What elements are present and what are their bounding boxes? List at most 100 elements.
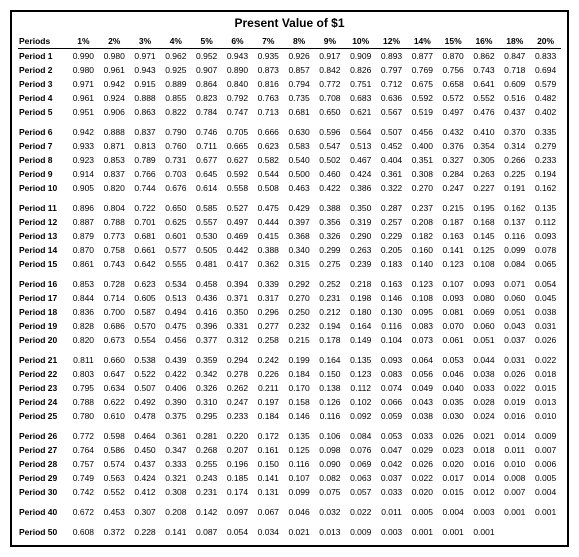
table-row: Period 220.8030.6470.5220.4220.3420.2780…	[18, 367, 561, 381]
cell-value: 0.033	[407, 429, 438, 443]
cell-value: 0.570	[130, 319, 161, 333]
cell-value: 0.093	[469, 277, 500, 291]
cell-value: 0.141	[253, 471, 284, 485]
cell-value: 0.145	[469, 229, 500, 243]
table-row: Period 200.8200.6730.5540.4560.3770.3120…	[18, 333, 561, 347]
cell-value: 0.287	[376, 201, 407, 215]
cell-value: 0.046	[284, 505, 315, 519]
cell-value: 0.262	[222, 381, 253, 395]
cell-value: 0.557	[191, 215, 222, 229]
cell-value: 0.417	[222, 257, 253, 271]
cell-value: 0.108	[407, 291, 438, 305]
cell-value: 0.277	[253, 319, 284, 333]
cell-value: 0.295	[191, 409, 222, 423]
cell-value: 0.837	[99, 167, 130, 181]
cell-value: 0.840	[222, 77, 253, 91]
cell-value: 0.361	[376, 167, 407, 181]
table-row: Period 20.9800.9610.9430.9250.9070.8900.…	[18, 63, 561, 77]
cell-value: 0.784	[191, 105, 222, 119]
cell-value: 0.138	[315, 381, 346, 395]
cell-value: 0.033	[469, 381, 500, 395]
cell-value: 0.172	[253, 429, 284, 443]
cell-value: 0.290	[345, 229, 376, 243]
cell-value: 0.522	[130, 367, 161, 381]
cell-value: 0.250	[284, 305, 315, 319]
cell-value: 0.478	[130, 409, 161, 423]
cell-value: 0.270	[407, 181, 438, 195]
cell-value: 0.951	[68, 105, 99, 119]
cell-value: 0.513	[160, 291, 191, 305]
row-label: Period 15	[18, 257, 68, 271]
cell-value: 0.069	[469, 305, 500, 319]
table-row: Period 50.9510.9060.8630.8220.7840.7470.…	[18, 105, 561, 119]
cell-value: 0.107	[284, 471, 315, 485]
cell-value: 0.014	[469, 471, 500, 485]
cell-value: 0.905	[68, 181, 99, 195]
cell-value: 0.583	[284, 139, 315, 153]
cell-value: 0.003	[376, 525, 407, 539]
cell-value: 0.258	[253, 333, 284, 347]
cell-value: 0.237	[407, 201, 438, 215]
cell-value: 0.308	[160, 485, 191, 499]
cell-value: 0.735	[284, 91, 315, 105]
cell-value: 0.126	[315, 395, 346, 409]
cell-value: 0.592	[222, 167, 253, 181]
cell-value: 0.003	[469, 505, 500, 519]
table-row: Period 170.8440.7140.6050.5130.4360.3710…	[18, 291, 561, 305]
cell-value: 0.862	[469, 49, 500, 64]
cell-value: 0.855	[160, 91, 191, 105]
cell-value: 0.350	[222, 305, 253, 319]
cell-value: 0.703	[160, 167, 191, 181]
row-label: Period 4	[18, 91, 68, 105]
cell-value: 0.887	[68, 215, 99, 229]
cell-value: 0.070	[438, 319, 469, 333]
row-label: Period 7	[18, 139, 68, 153]
cell-value: 0.582	[253, 153, 284, 167]
cell-value: 0.180	[345, 305, 376, 319]
cell-value: 0.020	[438, 457, 469, 471]
cell-value: 0.135	[530, 201, 561, 215]
cell-value: 0.500	[284, 167, 315, 181]
cell-value: 0.022	[530, 353, 561, 367]
cell-value: 0.416	[191, 305, 222, 319]
cell-value: 0.402	[530, 105, 561, 119]
cell-value: 0.744	[130, 181, 161, 195]
cell-value: 0.760	[160, 139, 191, 153]
cell-value: 0.943	[222, 49, 253, 64]
cell-value: 0.268	[191, 443, 222, 457]
cell-value: 0.507	[130, 381, 161, 395]
cell-value: 0.013	[315, 525, 346, 539]
table-row: Period 400.6720.4530.3070.2080.1420.0970…	[18, 505, 561, 519]
cell-value: 0.011	[499, 443, 530, 457]
cell-value: 0.714	[99, 291, 130, 305]
row-label: Period 11	[18, 201, 68, 215]
cell-value: 0.247	[222, 395, 253, 409]
cell-value: 0.020	[407, 485, 438, 499]
row-label: Period 29	[18, 471, 68, 485]
row-label: Period 30	[18, 485, 68, 499]
cell-value: 0.327	[438, 153, 469, 167]
cell-value: 0.585	[191, 201, 222, 215]
cell-value: 0.057	[345, 485, 376, 499]
table-body: Period 10.9900.9800.9710.9620.9520.9430.…	[18, 49, 561, 540]
col-header-rate: 2%	[99, 34, 130, 49]
cell-value: 0.650	[315, 105, 346, 119]
cell-value: 0.469	[222, 229, 253, 243]
table-row: Period 240.7880.6220.4920.3900.3100.2470…	[18, 395, 561, 409]
cell-value: 0.007	[530, 443, 561, 457]
cell-value: 0.820	[99, 181, 130, 195]
cell-value: 0.731	[160, 153, 191, 167]
cell-value: 0.185	[222, 471, 253, 485]
cell-value: 0.877	[407, 49, 438, 64]
cell-value: 0.890	[222, 63, 253, 77]
cell-value: 0.043	[407, 395, 438, 409]
cell-value: 0.212	[315, 305, 346, 319]
table-container: Present Value of $1 Periods1%2%3%4%5%6%7…	[10, 10, 569, 547]
cell-value: 0.090	[315, 457, 346, 471]
cell-value: 0.564	[345, 125, 376, 139]
cell-value: 0.718	[499, 63, 530, 77]
cell-value: 0.429	[284, 201, 315, 215]
cell-value: 0.018	[530, 367, 561, 381]
cell-value: 0.627	[222, 153, 253, 167]
cell-value: 0.322	[376, 181, 407, 195]
